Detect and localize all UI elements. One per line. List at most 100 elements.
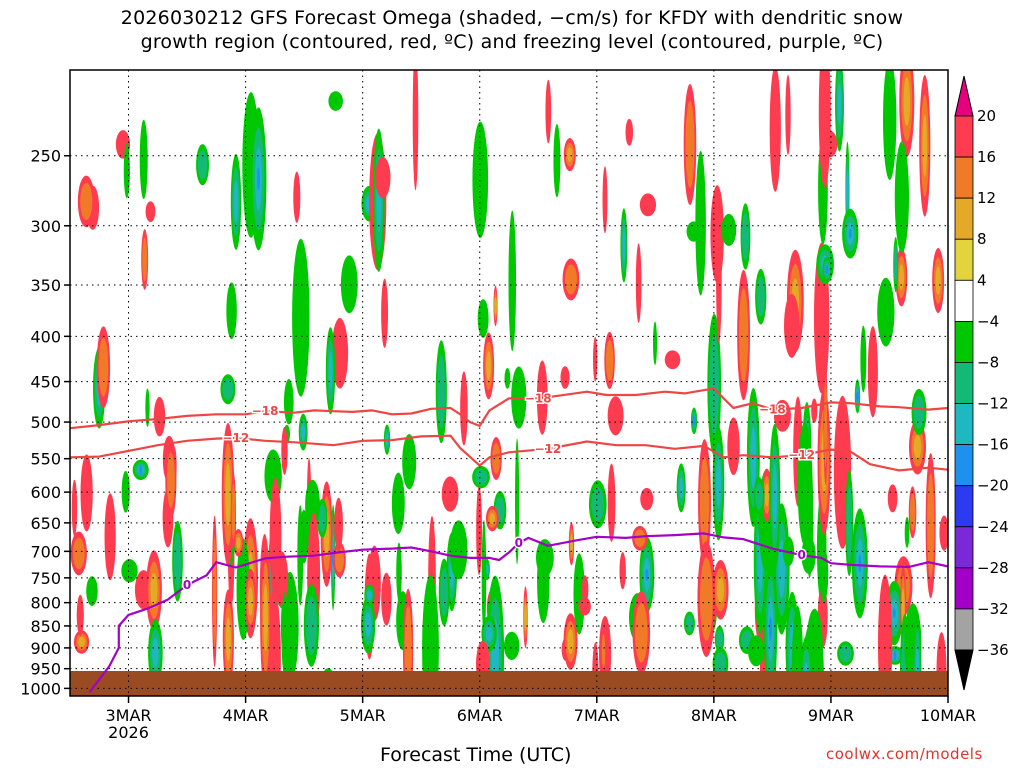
omega-cell <box>716 576 725 603</box>
colorbar: 20 16 12 8 4 −4 −8 −12 −16 −20 −24 −28 −32 −36 <box>954 75 1009 691</box>
omega-cell <box>640 487 654 511</box>
omega-cell <box>721 213 737 247</box>
omega-cell <box>485 625 493 642</box>
omega-cell <box>825 264 829 275</box>
y-tick-label: 650 <box>30 514 61 533</box>
x-tick-sublabel: 2026 <box>108 723 149 742</box>
omega-cell <box>755 482 763 511</box>
omega-cell <box>485 564 489 575</box>
omega-cell <box>893 244 898 285</box>
omega-cell <box>503 631 520 661</box>
omega-cell <box>460 371 468 446</box>
colorbar-label: 20 <box>977 107 996 125</box>
omega-cell <box>664 350 681 370</box>
y-tick-label: 950 <box>30 660 61 679</box>
omega-cell <box>769 617 773 641</box>
y-tick-label: 850 <box>30 617 61 636</box>
credit-link[interactable]: coolwx.com/models <box>826 745 983 763</box>
omega-cell <box>845 169 849 213</box>
omega-cell <box>818 70 831 189</box>
omega-cell <box>305 479 320 530</box>
omega-cell <box>564 264 577 295</box>
omega-cell <box>437 354 446 429</box>
omega-cell <box>716 198 722 344</box>
omega-cell <box>894 141 909 253</box>
omega-cell <box>553 124 561 198</box>
y-tick-label: 1000 <box>20 679 61 698</box>
omega-cell <box>236 536 241 549</box>
colorbar-top-arrow <box>954 75 974 117</box>
omega-cell <box>226 282 237 340</box>
omega-cell <box>634 529 646 548</box>
omega-cell <box>846 484 853 562</box>
omega-cell <box>602 166 608 234</box>
colorbar-swatch <box>954 197 974 240</box>
omega-cell <box>741 212 750 261</box>
omega-cell <box>535 539 554 577</box>
colorbar-label: 4 <box>977 271 987 289</box>
omega-cell <box>567 629 574 654</box>
contour-line <box>70 434 948 472</box>
omega-cell <box>72 537 85 570</box>
omega-cell <box>492 443 501 475</box>
omega-cell <box>305 595 317 656</box>
contour-line <box>88 532 948 693</box>
colorbar-swatch <box>954 403 974 446</box>
colorbar-swatch <box>954 567 974 610</box>
omega-cell <box>331 318 349 389</box>
omega-cell <box>104 493 116 581</box>
contour-label: −12 <box>788 448 815 462</box>
y-tick-label: 500 <box>30 413 61 432</box>
omega-cell <box>173 532 182 591</box>
omega-cell <box>913 395 925 429</box>
omega-cell <box>892 608 896 619</box>
omega-cell <box>121 559 138 583</box>
omega-cell <box>440 568 449 617</box>
grid-lines <box>70 70 949 696</box>
colorbar-bottom-arrow <box>954 649 974 691</box>
colorbar-swatch <box>954 485 974 528</box>
contour-label: 0 <box>183 578 191 592</box>
omega-cell <box>334 497 343 552</box>
omega-cell <box>402 434 417 490</box>
omega-cell <box>593 336 598 382</box>
omega-cell <box>893 650 897 661</box>
omega-cell <box>922 114 928 177</box>
colorbar-label: −32 <box>977 600 1009 618</box>
colorbar-swatch <box>954 156 974 199</box>
omega-cell <box>231 483 236 540</box>
omega-cell <box>142 237 148 282</box>
contour-label: −12 <box>535 442 562 456</box>
omega-cell <box>367 590 372 601</box>
omega-cell <box>225 617 231 662</box>
omega-cell <box>747 635 765 667</box>
colorbar-label: −16 <box>977 436 1009 454</box>
omega-cell <box>560 366 570 389</box>
omega-cell <box>86 576 98 606</box>
omega-cell <box>685 614 694 633</box>
y-tick-label: 750 <box>30 569 61 588</box>
omega-cell <box>472 121 489 238</box>
chart-title-line1: 2026030212 GFS Forecast Omega (shaded, −… <box>120 7 904 29</box>
omega-cell <box>591 486 605 522</box>
omega-cell <box>635 602 648 663</box>
colorbar-label: −12 <box>977 395 1009 413</box>
omega-cell <box>772 464 778 529</box>
omega-cell <box>364 612 372 638</box>
x-tick-label: 3MAR <box>106 706 152 725</box>
omega-cell <box>714 651 727 676</box>
omega-cell <box>913 434 922 460</box>
omega-cell <box>145 388 150 427</box>
omega-cell <box>225 462 231 526</box>
colorbar-label: 16 <box>977 148 996 166</box>
contour-label: −18 <box>525 391 552 405</box>
omega-cell <box>381 278 389 348</box>
omega-cell <box>153 396 166 437</box>
colorbar-label: 8 <box>977 230 987 248</box>
omega-cell <box>867 326 878 418</box>
omega-cell <box>292 238 310 397</box>
omega-cell <box>489 513 496 525</box>
colorbar-swatch <box>954 320 974 363</box>
